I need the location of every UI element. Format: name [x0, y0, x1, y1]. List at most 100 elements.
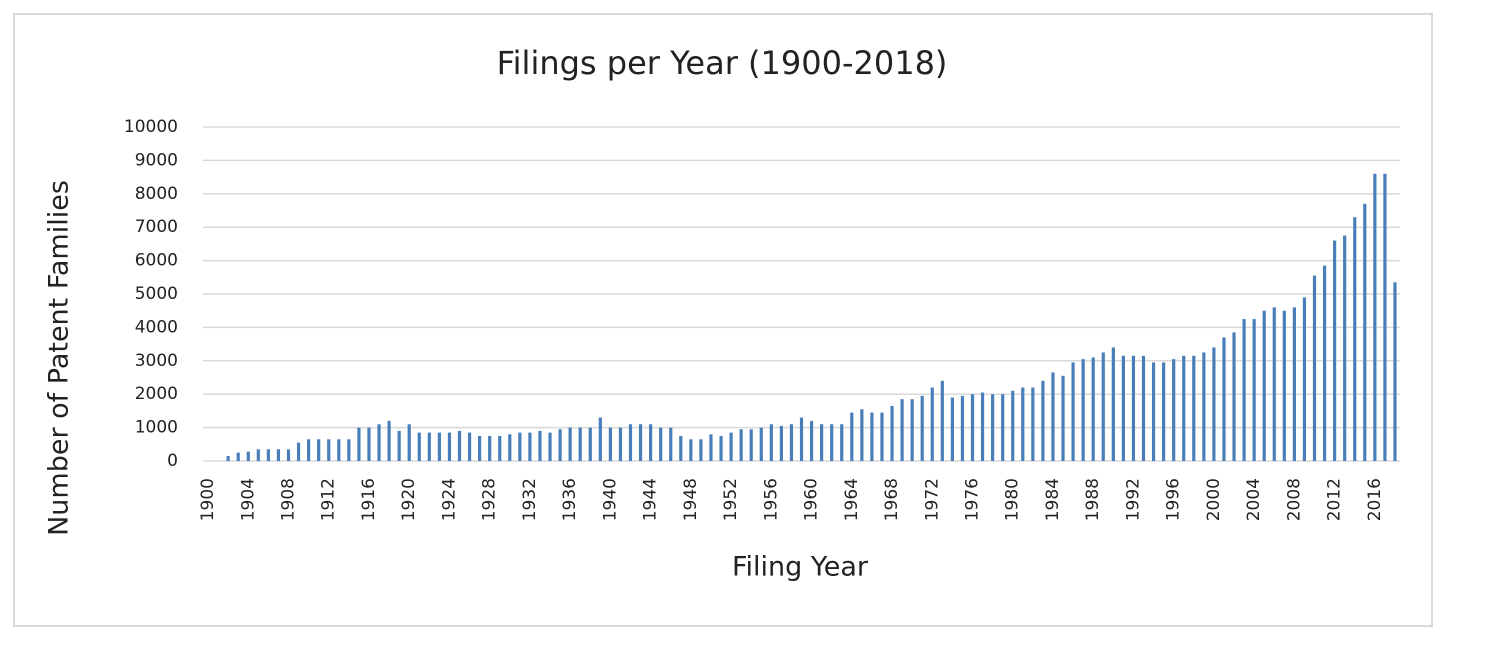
x-tick-label: 1904 — [238, 478, 258, 521]
bar — [1282, 310, 1286, 461]
bar — [850, 412, 854, 461]
bar — [1031, 387, 1035, 461]
y-tick-label: 6000 — [135, 251, 178, 271]
bar — [628, 424, 633, 461]
x-tick-label: 1964 — [842, 478, 862, 521]
bar — [890, 405, 894, 461]
bar — [950, 397, 954, 461]
x-tick-label: 1908 — [279, 478, 299, 521]
x-tick-label: 1920 — [399, 478, 419, 521]
bar — [1011, 390, 1015, 461]
bar — [1081, 359, 1085, 461]
bar — [1182, 355, 1186, 461]
bar — [1373, 173, 1377, 461]
bar — [699, 439, 703, 461]
bar — [1222, 337, 1226, 461]
x-tick-label: 1944 — [641, 478, 661, 521]
bar — [608, 427, 612, 461]
x-tick-label: 2000 — [1204, 478, 1224, 521]
bar — [679, 435, 683, 461]
bar — [1252, 319, 1256, 461]
x-tick-label: 1980 — [1003, 478, 1023, 521]
bar — [538, 430, 542, 461]
bar — [286, 449, 291, 461]
bar — [840, 424, 844, 461]
bar — [327, 439, 331, 461]
bar — [669, 427, 673, 461]
x-tick-label: 1988 — [1083, 478, 1103, 521]
x-tick-label: 1932 — [520, 478, 540, 521]
bar — [809, 420, 814, 461]
bar — [1363, 203, 1367, 461]
bar — [980, 392, 985, 461]
bar — [759, 427, 763, 461]
bar — [1141, 355, 1146, 461]
bar — [709, 434, 713, 461]
x-tick-label: 1972 — [922, 478, 942, 521]
x-tick-label: 1996 — [1164, 478, 1184, 521]
bar — [649, 424, 653, 461]
x-axis-label: Filing Year — [732, 552, 869, 583]
bar — [1353, 217, 1357, 461]
bar — [558, 429, 562, 461]
bar — [528, 432, 532, 461]
x-tick-label: 2008 — [1284, 478, 1304, 521]
bar — [749, 429, 753, 461]
bar — [1101, 352, 1105, 461]
bar — [940, 380, 944, 461]
x-tick-label: 1924 — [439, 478, 459, 521]
y-tick-label: 10000 — [124, 117, 178, 137]
bar — [830, 424, 834, 461]
bar — [266, 449, 270, 461]
bar — [870, 412, 874, 461]
bar — [1333, 240, 1337, 461]
bar — [347, 439, 351, 461]
bar — [769, 424, 773, 461]
x-tick-label: 1992 — [1123, 478, 1143, 521]
x-tick-label: 1976 — [963, 478, 983, 521]
bar — [930, 387, 934, 461]
bar — [498, 435, 502, 461]
bar — [407, 424, 411, 461]
x-tick-label: 2004 — [1244, 478, 1264, 521]
bar — [357, 427, 361, 461]
bar — [1262, 310, 1266, 461]
bar — [1302, 297, 1307, 461]
bar — [1312, 275, 1317, 461]
x-tick-label: 1948 — [681, 478, 701, 521]
x-tick-label: 1916 — [359, 478, 379, 521]
x-tick-label: 1912 — [319, 478, 339, 521]
bar — [457, 430, 462, 461]
bar — [1393, 282, 1397, 461]
bar — [910, 399, 914, 461]
bar — [638, 424, 643, 461]
bar — [1383, 173, 1387, 461]
y-tick-label: 1000 — [135, 418, 178, 438]
bar — [1051, 372, 1055, 461]
x-tick-label: 1900 — [198, 478, 218, 521]
bar — [236, 452, 240, 461]
bar — [719, 435, 723, 461]
bar — [1232, 332, 1236, 461]
y-tick-label: 7000 — [135, 217, 178, 237]
y-tick-label: 0 — [167, 451, 178, 471]
bar — [1343, 235, 1347, 461]
bar — [488, 435, 492, 461]
bar — [729, 432, 733, 461]
bar — [226, 455, 230, 461]
bar — [1111, 347, 1115, 461]
bar — [578, 427, 582, 461]
y-tick-label: 3000 — [135, 351, 178, 371]
x-tick-label: 2012 — [1325, 478, 1345, 521]
x-tick-label: 2016 — [1365, 478, 1385, 521]
y-tick-label: 8000 — [135, 184, 178, 204]
bar — [860, 409, 864, 461]
bar — [588, 427, 592, 461]
x-tick-label: 1960 — [802, 478, 822, 521]
bar — [970, 394, 975, 461]
bar — [779, 425, 783, 461]
bar — [478, 435, 482, 461]
y-tick-label: 2000 — [135, 384, 178, 404]
x-tick-label: 1956 — [761, 478, 781, 521]
y-tick-label: 9000 — [135, 150, 178, 170]
